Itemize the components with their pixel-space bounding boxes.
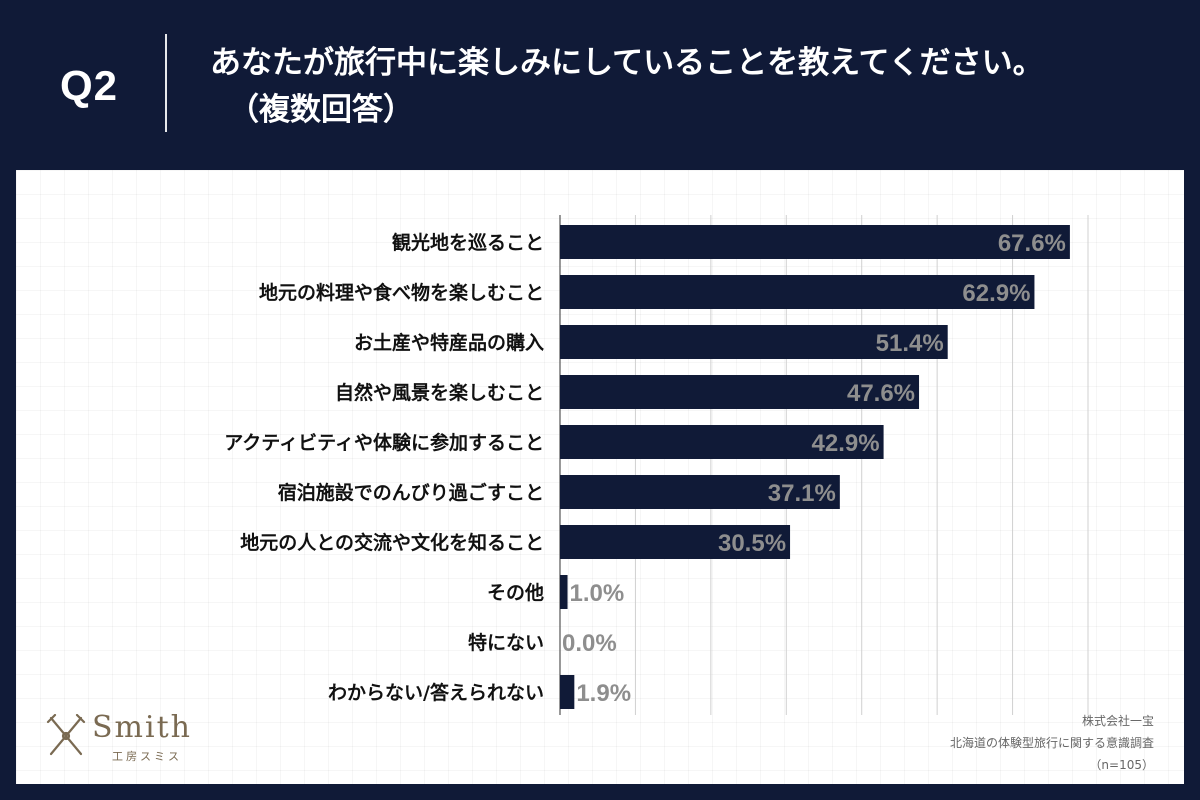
bar [560, 575, 568, 609]
value-label: 47.6% [847, 380, 915, 407]
bar [560, 225, 1070, 259]
value-label: 30.5% [718, 530, 786, 557]
category-label: 地元の料理や食べ物を楽しむこと [259, 281, 544, 304]
header-divider [165, 34, 167, 132]
category-label: その他 [487, 581, 544, 604]
category-label: アクティビティや体験に参加すること [224, 431, 544, 454]
crossed-tools-icon [46, 714, 86, 756]
value-label: 1.0% [570, 580, 625, 607]
value-label: 0.0% [562, 630, 617, 657]
bar [560, 275, 1035, 309]
footer-survey: 北海道の体験型旅行に関する意識調査 [949, 736, 1154, 750]
bar [560, 475, 840, 509]
value-label: 62.9% [962, 280, 1030, 307]
value-label: 1.9% [576, 680, 631, 707]
value-label: 67.6% [998, 230, 1066, 257]
question-line-1: あなたが旅行中に楽しみにしていることを教えてください。 [210, 45, 1044, 81]
footer-company: 株式会社一宝 [1081, 714, 1154, 728]
smith-logo: Smith 工房スミス [46, 710, 236, 770]
category-label: わからない/答えられない [328, 681, 544, 704]
bar [560, 425, 884, 459]
category-label: 観光地を巡ること [392, 231, 544, 254]
category-label: 特にない [468, 632, 544, 654]
footer: 株式会社一宝 北海道の体験型旅行に関する意識調査 （n=105） [950, 710, 1154, 776]
logo-wordmark: Smith [92, 710, 192, 745]
category-label: 宿泊施設でのんびり過ごすこと [278, 481, 544, 504]
logo-subtitle: 工房スミス [112, 750, 182, 763]
bar [560, 325, 948, 359]
question-number: Q2 [60, 62, 119, 109]
footer-sample: （n=105） [1089, 758, 1154, 772]
bar-chart: 観光地を巡ること 67.6% 地元の料理や食べ物を楽しむこと 62.9% お土産や特産品… [224, 215, 1089, 715]
category-label: お土産や特産品の購入 [354, 331, 544, 354]
value-label: 42.9% [812, 430, 880, 457]
category-label: 自然や風景を楽しむこと [335, 381, 544, 404]
category-label: 地元の人との交流や文化を知ること [240, 531, 544, 554]
chart-panel: 観光地を巡ること 67.6% 地元の料理や食べ物を楽しむこと 62.9% お土産や特産品… [16, 170, 1184, 784]
value-label: 37.1% [768, 480, 836, 507]
question-text: あなたが旅行中に楽しみにしていることを教えてください。 （複数回答） [210, 40, 1170, 134]
bar [560, 675, 575, 709]
value-label: 51.4% [876, 330, 944, 357]
question-line-2: （複数回答） [228, 92, 414, 128]
header: Q2 あなたが旅行中に楽しみにしていることを教えてください。 （複数回答） [0, 0, 1200, 170]
bar [560, 525, 791, 559]
bar [560, 375, 920, 409]
